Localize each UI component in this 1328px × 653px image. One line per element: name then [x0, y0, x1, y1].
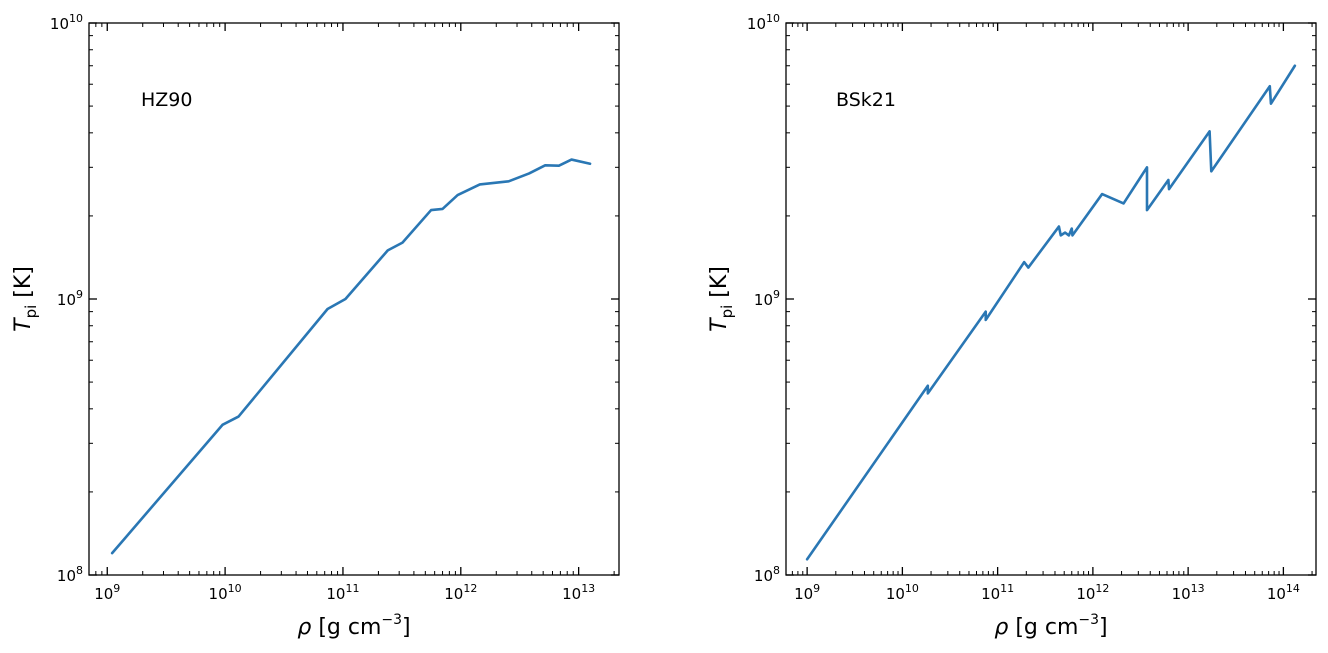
bsk21-axes-frame	[785, 22, 1317, 576]
hz90-x-tick-label: 1010	[209, 582, 242, 603]
bsk21-y-tick-label: 109	[754, 288, 780, 309]
bsk21-x-tick-label: 109	[794, 582, 820, 603]
hz90-y-tick-label: 1010	[50, 12, 83, 33]
bsk21-x-tick-label: 1013	[1172, 582, 1205, 603]
hz90-x-tick-label: 1011	[326, 582, 359, 603]
bsk21-annotation: BSk21	[836, 89, 896, 111]
hz90-panel: 109 1010 1011 1012 1013 108 109 1010 HZ90 ρ [g cm…	[11, 12, 620, 640]
bsk21-x-tick-label: 1011	[981, 582, 1014, 603]
hz90-annotation: HZ90	[141, 89, 192, 111]
bsk21-y-axis-title: Tpi [K]	[707, 266, 736, 332]
hz90-x-tick-label: 1013	[562, 582, 595, 603]
hz90-x-tick-label: 1012	[444, 582, 477, 603]
bsk21-x-axis-title: ρ [g cm−3]	[994, 612, 1107, 640]
hz90-y-tick-label: 109	[57, 288, 83, 309]
hz90-series-line	[110, 158, 592, 555]
bsk21-y-tick-label: 1010	[747, 12, 780, 33]
bsk21-x-tick-label: 1010	[886, 582, 919, 603]
hz90-x-axis-title: ρ [g cm−3]	[297, 612, 410, 640]
hz90-axes-frame	[88, 22, 620, 576]
hz90-y-tick-label: 108	[57, 564, 83, 585]
bsk21-y-tick-label: 108	[754, 564, 780, 585]
bsk21-x-tick-label: 1014	[1267, 582, 1300, 603]
bsk21-x-tick-label: 1012	[1076, 582, 1109, 603]
hz90-x-tick-label: 109	[94, 582, 120, 603]
bsk21-series-line	[805, 64, 1297, 561]
hz90-y-axis-title: Tpi [K]	[11, 266, 40, 332]
bsk21-panel: 109 1010 1011 1012 1013 1014 108 109 1010 BSk21 ρ …	[707, 12, 1317, 640]
